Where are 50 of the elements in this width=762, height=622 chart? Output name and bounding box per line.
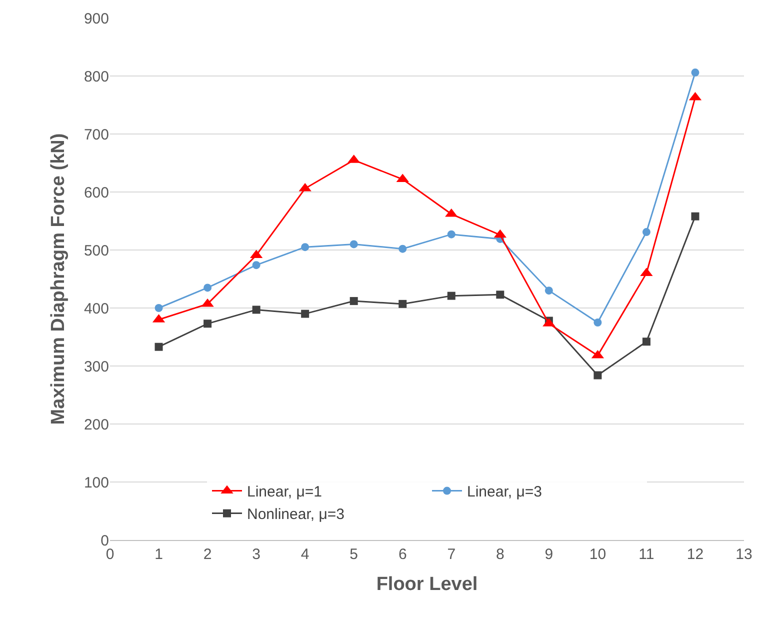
point: [252, 261, 260, 270]
x-tick-label: 6: [398, 546, 407, 563]
x-tick-label: 8: [496, 546, 504, 563]
point: [642, 228, 650, 236]
y-tick-label: 600: [84, 184, 109, 202]
x-tick-label: 10: [589, 546, 606, 563]
y-tick-label: 800: [84, 68, 109, 86]
y-tick-label: 400: [84, 300, 109, 318]
y-tick-label: 300: [84, 358, 109, 376]
point: [642, 338, 650, 346]
point: [594, 318, 602, 326]
point: [447, 230, 456, 238]
point: [154, 304, 163, 312]
x-tick-label: 4: [300, 546, 310, 563]
point: [691, 68, 700, 77]
legend-label: Linear, μ=1: [247, 484, 322, 501]
x-tick-label: 1: [154, 546, 163, 563]
x-tick-label: 2: [203, 546, 212, 563]
point: [594, 371, 602, 380]
point: [350, 297, 358, 306]
x-tick-label: 13: [736, 546, 752, 563]
point: [544, 286, 553, 295]
legend-label: Nonlinear, μ=3: [247, 506, 344, 524]
y-tick-label: 200: [84, 416, 109, 434]
point: [447, 292, 456, 300]
x-tick-label: 7: [447, 546, 456, 563]
point: [204, 320, 212, 328]
point: [301, 243, 310, 252]
y-tick-label: 100: [84, 474, 109, 492]
point: [154, 342, 163, 351]
point: [204, 284, 212, 292]
legend-label: Linear, μ=3: [467, 484, 542, 501]
y-tick-label: 900: [84, 10, 109, 28]
y-tick-label: 500: [84, 242, 109, 260]
point: [691, 212, 700, 220]
x-tick-label: 3: [252, 546, 260, 563]
point: [252, 306, 260, 314]
y-axis-title: Maximum Diaphragm Force (kN): [48, 133, 69, 425]
x-axis-title: Floor Level: [376, 574, 478, 595]
x-tick-label: 9: [544, 546, 554, 563]
x-tick-label: 12: [686, 546, 704, 563]
point: [398, 244, 407, 253]
x-tick-label: 5: [350, 546, 358, 563]
point: [350, 240, 358, 248]
point: [496, 290, 504, 299]
point: [301, 310, 310, 318]
y-tick-label: 0: [100, 532, 109, 550]
x-tick-label: 11: [638, 546, 654, 563]
y-tick-label: 700: [84, 126, 109, 144]
point: [398, 300, 407, 308]
